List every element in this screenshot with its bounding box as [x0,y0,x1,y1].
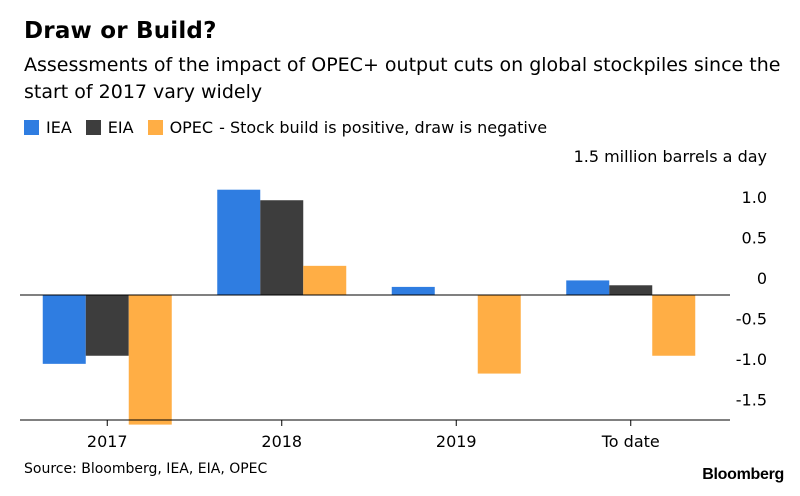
y-axis-unit-label: 1.5 million barrels a day [574,147,767,166]
y-tick-label: -1.0 [736,350,767,369]
bar-eia-2018 [260,200,304,295]
legend-label-opec: OPEC [169,118,214,137]
bar-iea-2019 [391,286,435,295]
y-tick-label: 0.5 [742,229,767,248]
bar-eia-to-date [609,285,653,295]
legend: IEA EIA OPEC - Stock build is positive, … [24,118,547,137]
bar-opec-2019 [477,295,521,374]
y-tick-label: -1.5 [736,391,767,410]
legend-item-iea: IEA [24,118,72,137]
bar-iea-2018 [217,189,261,295]
source-note: Source: Bloomberg, IEA, EIA, OPEC [24,461,268,477]
legend-item-eia: EIA [85,118,134,137]
y-tick-label: 1.0 [742,188,767,207]
bar-opec-2018 [303,265,347,295]
chart-subtitle: Assessments of the impact of OPEC+ outpu… [24,54,781,103]
legend-item-opec: OPEC [147,118,214,137]
legend-label-eia: EIA [107,118,134,137]
x-tick-label: 2018 [261,432,302,451]
legend-note: - Stock build is positive, draw is negat… [219,118,548,137]
bar-eia-2017 [85,295,129,356]
y-tick-label: -0.5 [736,310,767,329]
y-tick-label: 0 [757,269,767,288]
legend-swatch-eia [85,120,101,135]
chart-title: Draw or Build? [24,18,217,44]
legend-label-iea: IEA [46,118,72,137]
bloomberg-logo: Bloomberg [702,466,784,483]
bar-opec-2017 [128,295,172,425]
bar-opec-to-date [652,295,696,356]
x-tick-label: 2019 [436,432,477,451]
bar-iea-to-date [566,280,610,295]
x-tick-label: To date [601,432,660,451]
x-tick-label: 2017 [87,432,128,451]
legend-swatch-opec [147,120,163,135]
legend-swatch-iea [24,120,39,135]
bar-iea-2017 [42,295,86,364]
